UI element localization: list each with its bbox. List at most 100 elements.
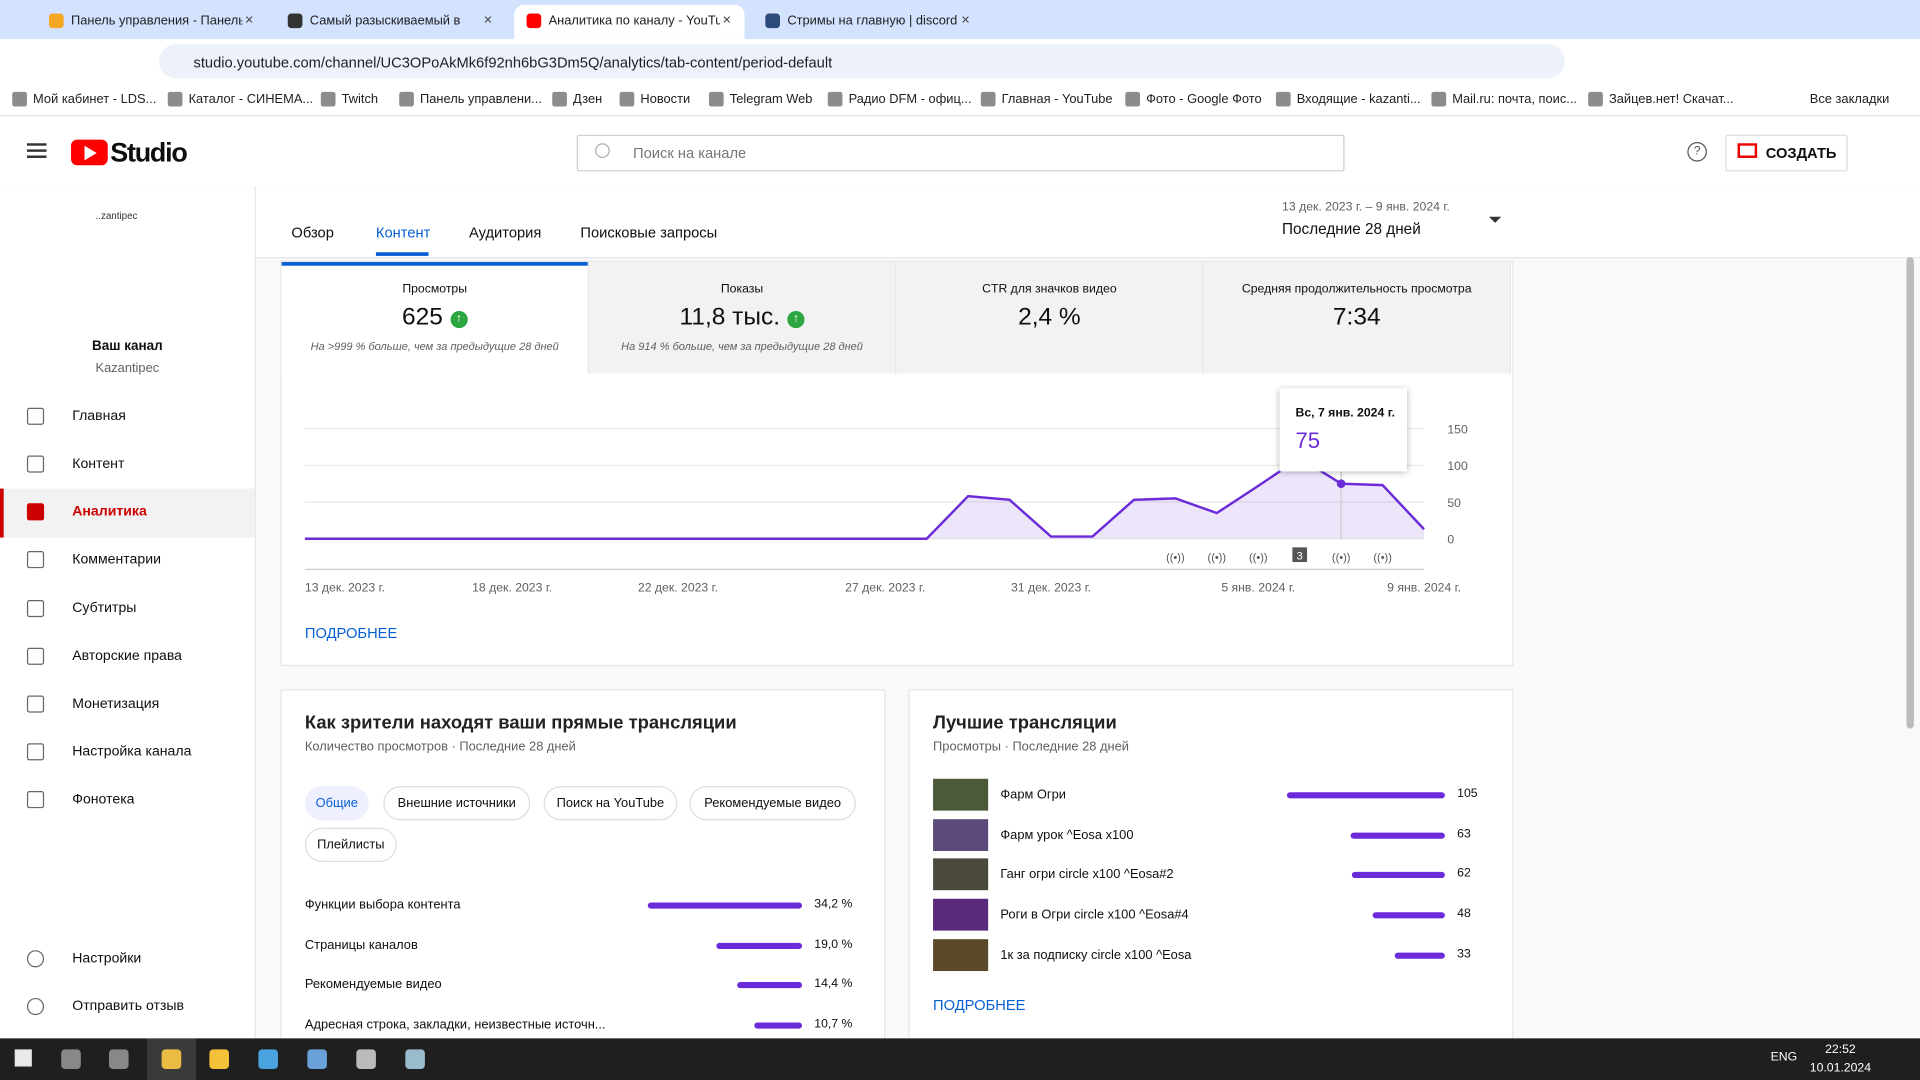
up-arrow: ↑ [450,311,468,329]
nav-icon [26,743,45,761]
taskbar-app[interactable] [258,1049,278,1069]
tooltip-date: Вс, 7 янв. 2024 г. [1295,406,1395,420]
bookmark-icon [827,91,843,107]
page-tab[interactable]: Аудитория [468,224,542,242]
chip[interactable]: Плейлисты [304,827,397,863]
stream-thumb[interactable] [933,818,989,851]
nav-item[interactable]: Авторские права [72,648,183,664]
taskbar-app[interactable] [405,1049,425,1069]
nav-item[interactable]: Монетизация [72,696,160,712]
metric-tile[interactable] [588,262,897,374]
nav-item[interactable]: Настройки [72,951,142,967]
metric-tile[interactable] [1203,262,1512,374]
metric-label: CTR для значков видео [982,282,1117,297]
stream-name[interactable]: Ганг огри circle x100 ^Eosa#2 [1000,867,1174,883]
metric-number: 2,4 % [1018,303,1081,331]
nav-item[interactable]: Комментарии [72,552,161,567]
nav-icon [26,997,45,1016]
bookmark[interactable]: Радио DFM - офиц... [848,91,972,107]
bookmark[interactable]: Новости [640,91,691,107]
stream-bar [1372,912,1445,919]
bookmark[interactable]: Каталог - СИНЕМА... [188,91,314,107]
taskbar-app[interactable] [209,1049,229,1069]
chart-link[interactable]: ПОДРОБНЕЕ [304,624,398,642]
chip[interactable]: Рекомендуемые видео [689,786,856,821]
bookmark[interactable]: Панель управлени... [420,91,542,107]
streams-link[interactable]: ПОДРОБНЕЕ [933,996,1026,1014]
active-app-indicator [146,1038,196,1080]
traffic-title: Как зрители находят ваши прямые трансляц… [304,712,737,734]
metric-number: 625 [402,303,443,331]
nav-icon [26,503,45,521]
menu-button[interactable] [26,143,47,146]
tray-lang: ENG [1770,1050,1798,1065]
taskbar-app[interactable] [108,1049,129,1069]
taskbar-app[interactable] [161,1049,182,1069]
bookmark[interactable]: Фото - Google Фото [1146,91,1262,107]
bookmark[interactable]: Главная - YouTube [1001,91,1113,107]
nav-icon [26,407,45,425]
metric-tile[interactable] [896,262,1204,374]
address-bar[interactable] [159,44,1565,79]
area [304,457,1425,539]
hover-point [1336,479,1346,488]
chip[interactable]: Общие [304,786,369,821]
stream-name[interactable]: Фарм Огри [1000,787,1066,803]
metric-value: 7:34 [1204,304,1510,332]
stream-name[interactable]: 1к за подписку circle x100 ^Eosa [1000,947,1192,963]
stream-thumb[interactable] [933,778,989,811]
browser-tab[interactable] [514,4,745,40]
live-icon: ((•)) [1373,552,1392,564]
nav-item[interactable]: Фонотека [72,792,135,807]
bookmark[interactable]: Входящие - kazanti... [1296,91,1421,107]
up-arrow: ↑ [787,311,805,329]
page-tab[interactable]: Контент [375,224,431,242]
nav-item[interactable]: Субтитры [72,601,137,616]
nav-item[interactable]: Отправить отзыв [72,999,185,1014]
scrollbar[interactable] [1906,257,1914,729]
search-icon [595,143,610,158]
chip[interactable]: Поиск на YouTube [543,786,678,821]
bookmark-icon [619,91,635,107]
bookmark[interactable]: Twitch [341,91,379,107]
bookmark[interactable]: Mail.ru: почта, поис... [1452,91,1577,107]
stream-thumb[interactable] [933,858,989,891]
stream-name[interactable]: Роги в Огри circle x100 ^Eosa#4 [1000,907,1189,923]
tray-date: 10.01.2024 [1809,1061,1872,1076]
tabs-bar [255,186,1920,259]
traffic-name: Страницы каналов [304,937,418,953]
start-button[interactable] [14,1049,32,1067]
nav-item[interactable]: Настройка канала [72,744,192,760]
metric-label: Показы [720,282,764,297]
search-box[interactable] [576,134,1345,172]
bookmark[interactable]: Дзен [573,91,603,107]
create-button[interactable] [1725,134,1848,172]
date-period[interactable]: Последние 28 дней [1282,220,1421,238]
taskbar-app[interactable] [307,1049,327,1069]
page-tab[interactable]: Поисковые запросы [580,224,718,242]
stream-thumb[interactable] [933,938,989,971]
help-icon[interactable]: ? [1687,142,1707,162]
nav-item[interactable]: Аналитика [72,504,147,520]
nav-item[interactable]: Главная [72,408,126,424]
bookmark-icon [12,91,27,107]
metric-value: 11,8 тыс. ↑ [589,304,895,332]
page-tab[interactable]: Обзор [291,224,334,242]
live-icon: ((•)) [1166,552,1185,564]
taskbar-app[interactable] [61,1049,81,1069]
bookmark[interactable]: Telegram Web [729,91,813,107]
all-bookmarks[interactable]: Все закладки [1809,91,1890,107]
metric-note: На 914 % больше, чем за предыдущие 28 дн… [621,340,863,353]
stream-name[interactable]: Фарм урок ^Eosa x100 [1000,827,1134,843]
chip[interactable]: Внешние источники [383,786,531,821]
tab-title: Аналитика по каналу - YouTub [548,13,720,29]
stream-bar [1350,832,1445,839]
bookmark[interactable]: Мой кабинет - LDS... [33,91,157,107]
bookmark[interactable]: Зайцев.нет! Скачат... [1608,91,1734,107]
stream-thumb[interactable] [933,898,989,931]
date-range: 13 дек. 2023 г. – 9 янв. 2024 г. [1282,200,1450,215]
taskbar-app[interactable] [356,1049,376,1069]
metric-tile[interactable] [281,262,589,374]
nav-item[interactable]: Контент [72,456,125,472]
date-dropdown[interactable] [1488,216,1502,223]
